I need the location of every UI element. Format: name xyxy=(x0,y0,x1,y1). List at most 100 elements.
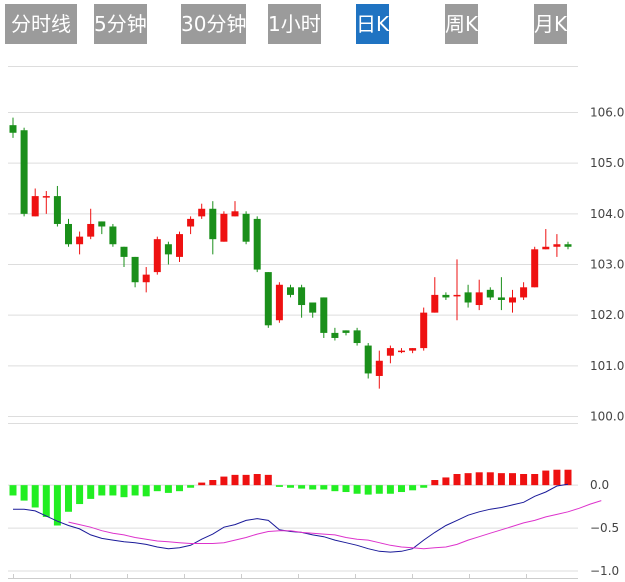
candle-body xyxy=(353,330,361,344)
macd-bar xyxy=(153,485,161,492)
macd-bar xyxy=(9,485,17,496)
candle-body xyxy=(109,226,117,245)
macd-bar xyxy=(98,485,106,496)
candle-body xyxy=(442,294,450,298)
candle-body xyxy=(264,272,272,326)
candle-body xyxy=(76,236,84,245)
macd-bar xyxy=(409,485,417,491)
macd-bar xyxy=(275,485,283,487)
tab-6[interactable]: 周K xyxy=(445,4,479,44)
macd-bar xyxy=(420,485,428,488)
period-tabs: 分时线 5分钟 30分钟 1小时 日K 周K 月K xyxy=(0,0,625,50)
macd-tick-label: 0.0 xyxy=(590,478,609,492)
candle-body xyxy=(453,294,461,297)
macd-bar xyxy=(520,474,528,486)
macd-bar xyxy=(131,485,139,496)
macd-bar xyxy=(198,482,206,486)
macd-bar xyxy=(53,485,61,526)
macd-bar xyxy=(364,485,372,495)
candle-body xyxy=(42,196,50,198)
tab-5[interactable]: 日K xyxy=(356,4,390,44)
tab-7[interactable]: 月K xyxy=(534,4,568,44)
macd-bar xyxy=(553,469,561,486)
candle-body xyxy=(542,246,550,250)
macd-bar xyxy=(353,485,361,494)
candle-body xyxy=(553,244,561,247)
macd-bar xyxy=(164,485,172,493)
candle-body xyxy=(131,256,139,283)
candle-body xyxy=(164,244,172,255)
candle-body xyxy=(275,284,283,321)
candle-body xyxy=(287,287,294,295)
tab-4[interactable]: 1小时 xyxy=(268,4,321,44)
macd-bar xyxy=(42,485,50,517)
stock-chart: 106.0 105.0 104.0 103.0 102.0 101.0 100.0 0.0 −0… xyxy=(8,66,624,579)
candle-body xyxy=(220,213,228,242)
price-tick-label: 106.0 xyxy=(590,106,624,120)
macd-bar xyxy=(497,473,505,486)
macd-bar xyxy=(564,469,572,486)
macd-bar xyxy=(76,485,84,505)
candle-body xyxy=(65,223,72,245)
candle-body xyxy=(176,234,183,257)
dea-line xyxy=(68,500,602,550)
macd-bar xyxy=(242,474,250,486)
candle-body xyxy=(486,289,494,298)
tab-2[interactable]: 5分钟 xyxy=(94,4,147,44)
candle-body xyxy=(475,292,483,306)
candle-body xyxy=(398,350,405,353)
candle-body xyxy=(98,221,106,227)
tab-3[interactable]: 30分钟 xyxy=(181,4,247,44)
candle-body xyxy=(231,211,239,217)
macd-bar xyxy=(375,485,383,494)
macd-bar xyxy=(464,473,472,486)
candle-body xyxy=(309,302,317,313)
dif-line xyxy=(13,483,569,553)
price-tick-label: 100.0 xyxy=(590,410,624,424)
macd-bar xyxy=(187,485,195,488)
macd-tick-label: −0.5 xyxy=(590,521,619,535)
macd-bar xyxy=(87,485,95,499)
candle-body xyxy=(342,330,350,333)
candle-body xyxy=(386,348,394,356)
macd-bar xyxy=(542,470,550,486)
candle-body xyxy=(187,218,195,227)
macd-bar xyxy=(287,485,294,488)
candle-body xyxy=(531,249,539,288)
candle-body xyxy=(242,213,250,242)
macd-bar xyxy=(342,485,350,493)
candle-body xyxy=(9,125,17,133)
macd-bar xyxy=(320,485,328,490)
macd-bar xyxy=(398,485,405,493)
macd-bar xyxy=(220,476,228,486)
macd-bar xyxy=(264,474,272,486)
macd-bar xyxy=(31,485,39,508)
candle-body xyxy=(87,223,95,237)
candle-body xyxy=(409,348,417,351)
price-tick-label: 105.0 xyxy=(590,156,624,170)
macd-bar xyxy=(453,474,461,486)
candle-body xyxy=(331,332,339,338)
candle-body xyxy=(420,312,428,349)
candle-body xyxy=(31,196,39,217)
macd-bar xyxy=(442,477,450,486)
tab-1[interactable]: 分时线 xyxy=(5,4,77,44)
macd-bar xyxy=(253,474,261,486)
macd-bar xyxy=(331,485,339,492)
macd-histogram xyxy=(9,469,572,526)
macd-bar xyxy=(65,485,72,512)
candle-body xyxy=(153,239,161,273)
candle-body xyxy=(509,297,516,303)
candle-body xyxy=(431,294,439,313)
macd-bar xyxy=(109,485,117,496)
macd-bar xyxy=(120,485,128,498)
macd-bar xyxy=(142,485,150,497)
candle-body xyxy=(20,130,28,214)
macd-bar xyxy=(475,472,483,486)
macd-bar xyxy=(176,485,183,492)
macd-bar xyxy=(298,485,306,489)
candle-body xyxy=(320,297,328,333)
macd-bar xyxy=(231,474,239,486)
candle-body xyxy=(497,297,505,300)
candle-body xyxy=(375,360,383,376)
